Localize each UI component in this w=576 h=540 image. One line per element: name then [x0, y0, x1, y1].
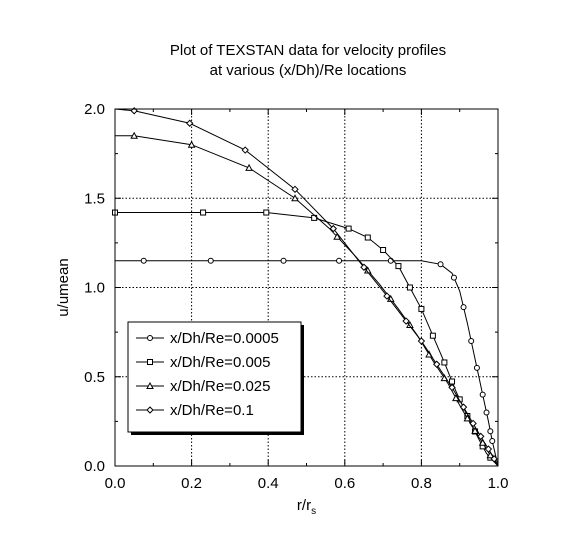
data-point — [207, 257, 214, 264]
legend-marker — [146, 381, 154, 389]
data-point — [479, 391, 486, 398]
data-point — [383, 292, 391, 300]
data-point — [452, 394, 460, 402]
data-point — [406, 284, 413, 291]
series-group — [112, 107, 499, 467]
data-point — [441, 359, 448, 366]
x-tick-label: 1.0 — [488, 475, 509, 492]
x-tick-label: 0.0 — [105, 475, 126, 492]
data-point — [360, 263, 368, 271]
legend-item: x/Dh/Re=0.0005 — [136, 330, 279, 347]
x-axis-label-subscript: s — [311, 506, 316, 517]
data-point — [333, 232, 341, 240]
data-point — [291, 185, 299, 194]
x-axis-label: r/rs — [297, 497, 316, 517]
legend-label: x/Dh/Re=0.005 — [170, 354, 270, 371]
data-point — [429, 332, 436, 339]
data-point — [185, 119, 194, 127]
x-tick-label: 0.8 — [411, 475, 432, 492]
data-point — [460, 304, 467, 311]
series-3 — [115, 131, 499, 467]
data-point — [336, 257, 343, 264]
data-point — [490, 455, 498, 463]
tick-group: 0.0 0.2 0.4 0.6 0.8 1.0 0.0 0.5 1.0 1.5 2.0 — [84, 101, 508, 492]
data-point — [380, 247, 387, 254]
y-tick-label: 2.0 — [84, 101, 105, 118]
data-point — [449, 378, 456, 385]
data-point — [200, 209, 207, 216]
y-tick-label: 1.0 — [84, 280, 105, 297]
x-tick-label: 0.2 — [181, 475, 202, 492]
legend-item: x/Dh/Re=0.005 — [136, 354, 270, 371]
x-tick-label: 0.6 — [334, 475, 355, 492]
data-point — [450, 274, 457, 281]
series-4 — [114, 107, 499, 467]
legend-item: x/Dh/Re=0.1 — [136, 402, 254, 419]
data-point — [418, 305, 425, 312]
chart-title: Plot of TEXSTAN data for velocity profil… — [169, 42, 447, 59]
series-line — [115, 260, 499, 467]
data-point — [437, 261, 444, 268]
data-point — [448, 383, 456, 392]
data-point — [263, 209, 270, 216]
chart-subtitle: at various (x/Dh)/Re locations — [209, 62, 407, 79]
data-point — [130, 131, 138, 139]
data-point — [402, 317, 410, 325]
data-point — [459, 403, 468, 411]
series-1 — [115, 257, 499, 467]
data-point — [364, 234, 371, 241]
y-tick-label: 0.0 — [84, 458, 105, 475]
data-point — [487, 428, 494, 435]
y-axis-label: u/umean — [55, 258, 72, 316]
legend-item: x/Dh/Re=0.025 — [136, 378, 270, 395]
data-point — [241, 146, 249, 154]
legend-marker — [147, 359, 153, 365]
data-point — [329, 224, 338, 233]
data-point — [463, 414, 472, 422]
data-point — [345, 225, 352, 232]
data-point — [140, 257, 147, 264]
legend-label: x/Dh/Re=0.025 — [170, 378, 270, 395]
legend-marker — [147, 335, 153, 341]
data-point — [489, 438, 496, 445]
legend: x/Dh/Re=0.0005 x/Dh/Re=0.005 x/Dh/Re=0.025… — [127, 321, 304, 435]
data-point — [387, 257, 394, 264]
data-point — [477, 432, 485, 441]
data-point — [483, 409, 490, 416]
data-point — [187, 140, 196, 148]
data-point — [484, 445, 493, 453]
data-point — [473, 364, 480, 371]
legend-label: x/Dh/Re=0.0005 — [170, 330, 279, 347]
data-point — [468, 338, 475, 345]
data-point — [471, 426, 479, 434]
data-point — [291, 194, 299, 202]
y-tick-label: 1.5 — [84, 190, 105, 207]
data-point — [280, 257, 287, 264]
series-line — [114, 108, 499, 467]
data-point — [245, 163, 253, 171]
x-tick-label: 0.4 — [258, 475, 279, 492]
data-point — [417, 337, 426, 345]
y-tick-label: 0.5 — [84, 369, 105, 386]
data-point — [469, 419, 477, 428]
x-axis-label-main: r/r — [297, 497, 311, 514]
legend-marker — [146, 406, 154, 414]
legend-label: x/Dh/Re=0.1 — [170, 402, 254, 419]
legend-box — [127, 321, 302, 433]
data-point — [433, 360, 441, 368]
data-point — [395, 263, 402, 270]
